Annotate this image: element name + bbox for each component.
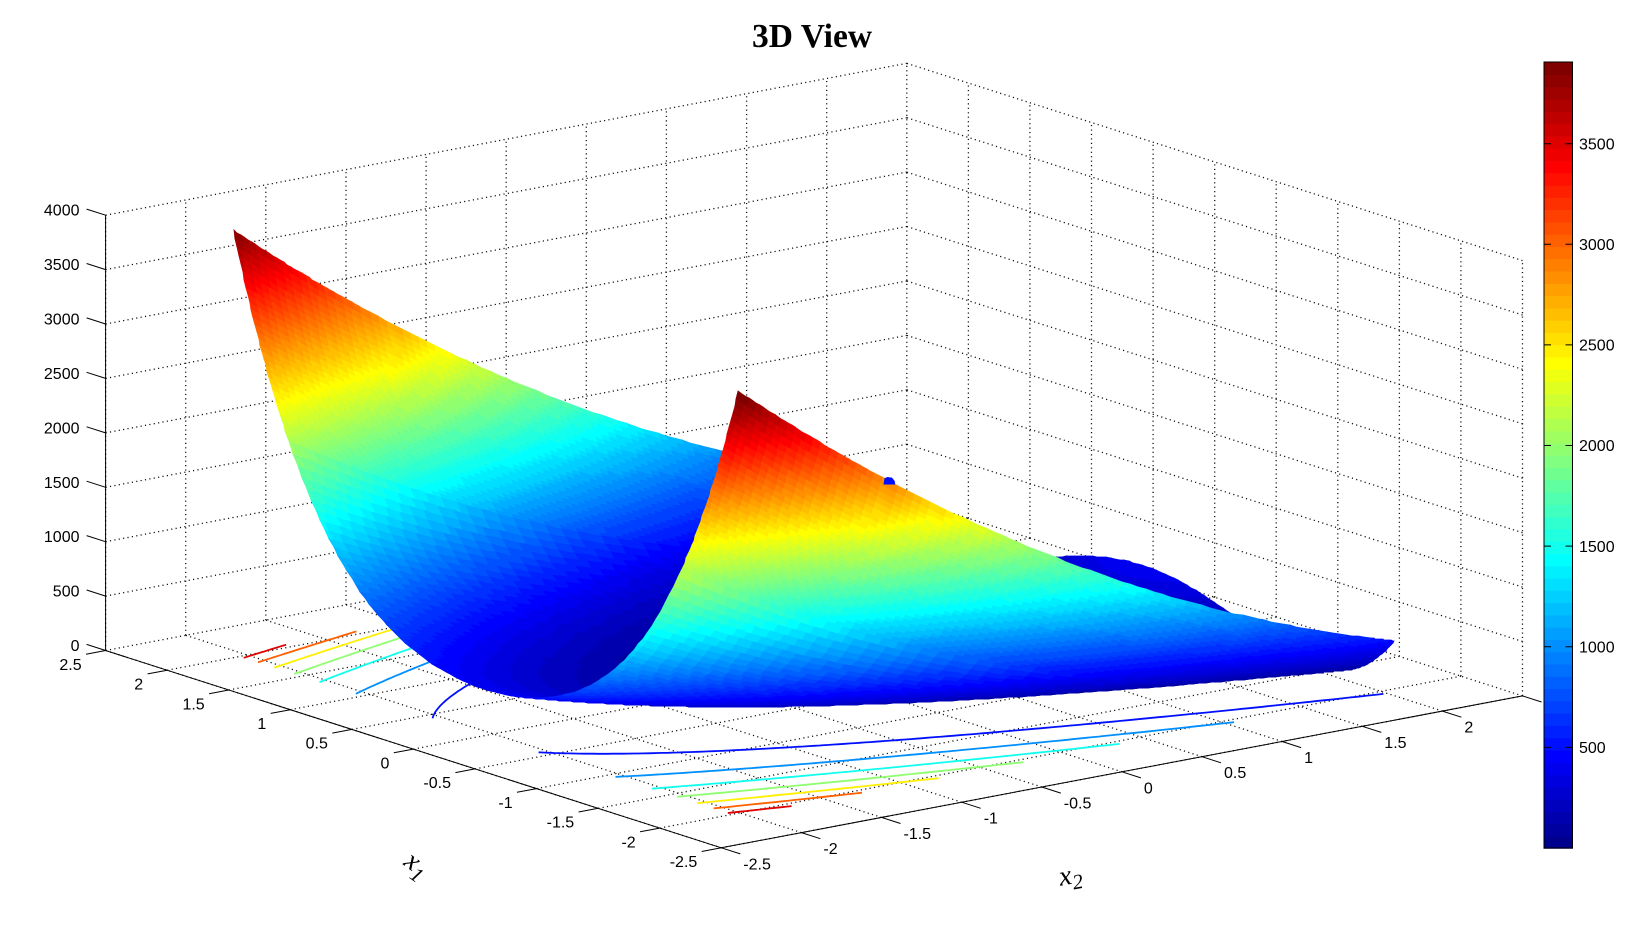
svg-text:2500: 2500	[44, 366, 80, 383]
svg-text:3000: 3000	[1579, 237, 1615, 254]
svg-text:-2.5: -2.5	[670, 854, 698, 871]
svg-text:0: 0	[1144, 780, 1153, 797]
svg-text:2: 2	[134, 677, 143, 694]
svg-text:3D View: 3D View	[752, 18, 873, 55]
svg-text:-0.5: -0.5	[423, 775, 451, 792]
svg-text:-1: -1	[498, 795, 512, 812]
svg-text:3500: 3500	[44, 257, 80, 274]
svg-text:-1.5: -1.5	[904, 826, 932, 843]
svg-text:3000: 3000	[44, 312, 80, 329]
svg-text:500: 500	[1579, 740, 1606, 757]
svg-text:2500: 2500	[1579, 338, 1615, 355]
svg-text:0.5: 0.5	[306, 736, 328, 753]
svg-text:-2: -2	[823, 841, 837, 858]
svg-text:0: 0	[380, 755, 389, 772]
svg-text:-2: -2	[621, 834, 635, 851]
svg-text:2000: 2000	[1579, 438, 1615, 455]
svg-text:-1: -1	[984, 811, 998, 828]
svg-text:2: 2	[1464, 720, 1473, 737]
svg-text:500: 500	[53, 584, 80, 601]
svg-text:-2.5: -2.5	[743, 856, 771, 873]
svg-text:1: 1	[1304, 750, 1313, 767]
svg-text:2.5: 2.5	[59, 657, 81, 674]
svg-text:3500: 3500	[1579, 136, 1615, 153]
svg-text:-0.5: -0.5	[1064, 796, 1092, 813]
svg-text:1500: 1500	[1579, 539, 1615, 556]
svg-text:1: 1	[257, 716, 266, 733]
svg-text:2000: 2000	[44, 420, 80, 437]
svg-text:0: 0	[71, 638, 80, 655]
svg-text:1500: 1500	[44, 475, 80, 492]
svg-text:-1.5: -1.5	[547, 815, 575, 832]
svg-text:1000: 1000	[44, 529, 80, 546]
svg-text:1.5: 1.5	[182, 696, 204, 713]
svg-text:4000: 4000	[44, 203, 80, 220]
svg-text:0.5: 0.5	[1224, 765, 1246, 782]
svg-text:1.5: 1.5	[1384, 735, 1406, 752]
svg-text:1000: 1000	[1579, 639, 1615, 656]
